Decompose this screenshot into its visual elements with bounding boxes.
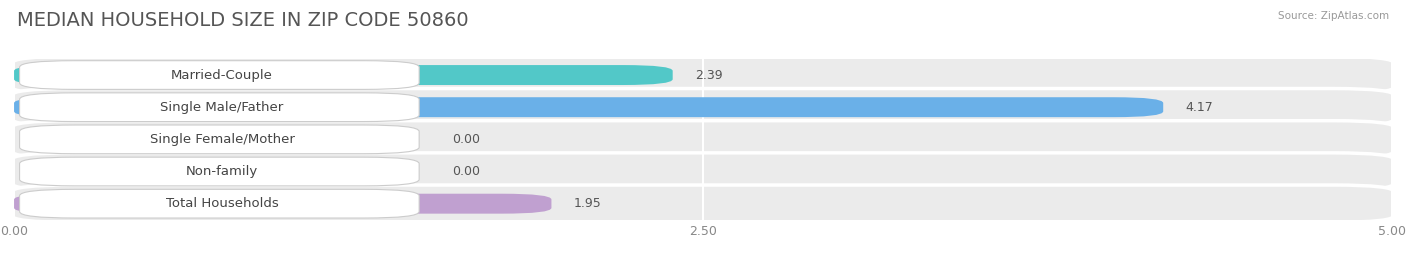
Text: 2.39: 2.39 bbox=[695, 69, 723, 81]
Text: MEDIAN HOUSEHOLD SIZE IN ZIP CODE 50860: MEDIAN HOUSEHOLD SIZE IN ZIP CODE 50860 bbox=[17, 11, 468, 30]
Text: 4.17: 4.17 bbox=[1185, 101, 1213, 114]
Text: Single Female/Mother: Single Female/Mother bbox=[149, 133, 295, 146]
Text: Non-family: Non-family bbox=[186, 165, 259, 178]
FancyBboxPatch shape bbox=[20, 61, 419, 90]
Text: Married-Couple: Married-Couple bbox=[172, 69, 273, 81]
FancyBboxPatch shape bbox=[14, 65, 672, 85]
FancyBboxPatch shape bbox=[20, 157, 419, 186]
Text: 0.00: 0.00 bbox=[453, 165, 481, 178]
Text: 0.00: 0.00 bbox=[453, 133, 481, 146]
FancyBboxPatch shape bbox=[20, 125, 419, 154]
FancyBboxPatch shape bbox=[14, 194, 551, 214]
Text: Single Male/Father: Single Male/Father bbox=[160, 101, 284, 114]
FancyBboxPatch shape bbox=[14, 97, 1163, 117]
Text: 1.95: 1.95 bbox=[574, 197, 602, 210]
Text: Source: ZipAtlas.com: Source: ZipAtlas.com bbox=[1278, 11, 1389, 21]
FancyBboxPatch shape bbox=[11, 153, 1395, 190]
FancyBboxPatch shape bbox=[11, 121, 1395, 158]
FancyBboxPatch shape bbox=[11, 88, 1395, 126]
FancyBboxPatch shape bbox=[20, 93, 419, 122]
FancyBboxPatch shape bbox=[11, 56, 1395, 94]
FancyBboxPatch shape bbox=[11, 185, 1395, 222]
Text: Total Households: Total Households bbox=[166, 197, 278, 210]
FancyBboxPatch shape bbox=[20, 189, 419, 218]
